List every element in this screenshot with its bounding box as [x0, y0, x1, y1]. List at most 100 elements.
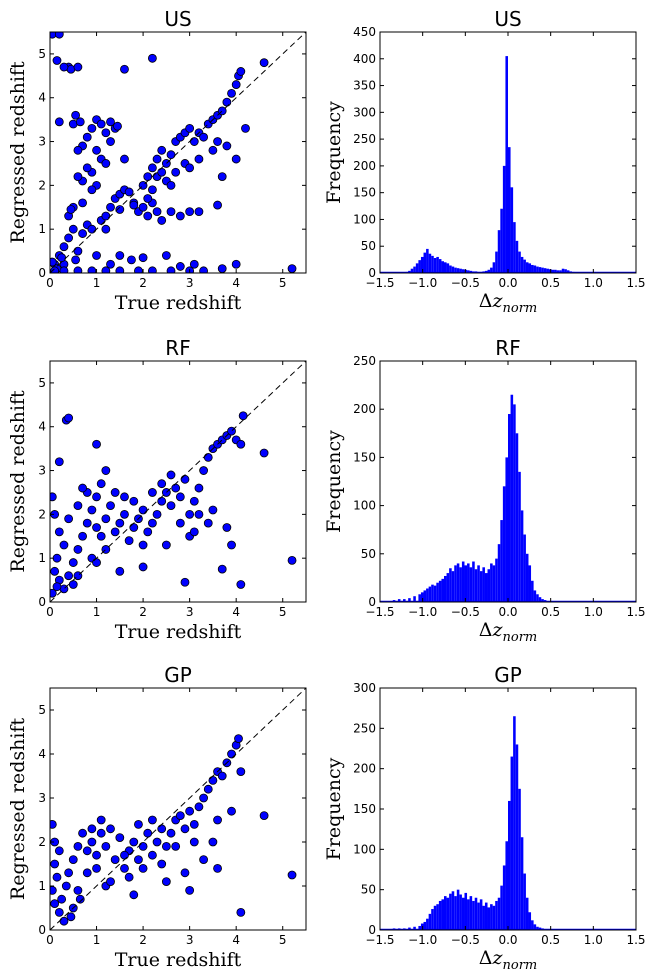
histogram-bar: [454, 565, 457, 602]
histogram-bar: [525, 897, 529, 930]
data-point: [52, 553, 62, 563]
y-tick-label: 0: [38, 923, 46, 937]
histogram-bar: [433, 905, 437, 930]
histogram-bar: [518, 788, 521, 930]
y-axis-label: Frequency: [323, 430, 345, 533]
data-point: [238, 411, 248, 421]
identity-line: [50, 32, 306, 273]
data-point: [78, 229, 87, 238]
x-tick-label: 1.0: [584, 933, 603, 947]
x-tick-label: −1.5: [365, 605, 394, 619]
histogram-bar: [487, 907, 491, 930]
data-point: [147, 53, 157, 63]
x-tick-label: 4: [232, 276, 240, 290]
data-point: [236, 67, 246, 76]
data-point: [157, 824, 167, 834]
histogram-bar: [505, 841, 508, 930]
histogram-bar: [510, 394, 514, 602]
y-tick-label: 250: [353, 132, 376, 146]
data-point: [194, 483, 204, 493]
histogram-bar: [438, 580, 442, 602]
data-point: [92, 145, 101, 155]
data-point: [129, 200, 139, 210]
data-point: [222, 97, 232, 107]
data-point: [227, 88, 236, 98]
data-point: [64, 514, 74, 524]
x-tick-label: 5: [279, 605, 287, 619]
histogram-bar: [423, 921, 427, 930]
data-point: [73, 886, 83, 895]
data-point: [120, 509, 129, 519]
y-tick-label: 5: [38, 47, 46, 61]
data-point: [199, 466, 209, 475]
data-point: [96, 531, 106, 541]
histogram-bar: [426, 588, 429, 602]
x-tick-label: 3: [186, 276, 194, 290]
histogram-bar: [415, 263, 419, 273]
histogram-bar: [423, 252, 427, 273]
y-tick-label: 4: [38, 91, 46, 105]
x-tick-label: 0: [46, 276, 54, 290]
plot-frame: [49, 687, 307, 931]
x-tick-label: 1.5: [626, 276, 645, 290]
x-axis-label: Δznorm: [479, 619, 538, 645]
data-point: [129, 890, 139, 900]
histogram-bar: [474, 897, 478, 930]
data-point: [157, 216, 167, 225]
histogram-bar: [464, 565, 468, 602]
data-point: [157, 479, 167, 489]
data-point: [129, 496, 139, 506]
data-point: [166, 470, 176, 480]
histogram-bar: [497, 897, 501, 930]
x-tick-label: −0.5: [451, 933, 480, 947]
y-tick-label: 150: [353, 802, 376, 816]
panel-title: US: [164, 7, 191, 31]
data-point: [189, 527, 199, 537]
x-tick-label: 0.0: [498, 276, 517, 290]
data-point: [50, 266, 60, 273]
data-point: [73, 145, 83, 155]
data-point: [115, 518, 125, 528]
data-point: [106, 137, 115, 146]
histogram-bar: [525, 553, 529, 602]
histogram-bar: [423, 590, 427, 602]
data-point: [82, 868, 92, 878]
histogram-bar: [533, 590, 537, 602]
histogram-bar: [528, 912, 532, 930]
histogram-bar: [495, 558, 498, 602]
histogram-bar: [426, 248, 429, 273]
y-tick-label: 2: [38, 835, 46, 849]
data-point: [59, 540, 69, 550]
data-point: [106, 259, 115, 269]
data-point: [64, 233, 74, 243]
data-point: [161, 877, 171, 886]
data-point: [54, 846, 64, 856]
data-point: [213, 137, 222, 146]
histogram-bar: [469, 896, 473, 930]
histogram-bar: [459, 268, 462, 273]
y-tick-label: 100: [353, 842, 376, 856]
data-point: [222, 523, 232, 532]
data-point: [185, 509, 195, 519]
data-point: [115, 251, 125, 260]
data-point: [127, 255, 136, 265]
histogram-bar: [482, 567, 485, 602]
data-point: [57, 894, 67, 904]
data-point: [166, 180, 176, 190]
histogram-bar: [505, 457, 508, 602]
data-point: [185, 806, 195, 816]
data-point: [82, 846, 92, 856]
data-point: [68, 558, 78, 567]
data-point: [227, 806, 236, 816]
histogram-bar: [556, 270, 560, 273]
data-point: [199, 793, 209, 803]
histogram-bar: [531, 580, 534, 602]
histogram-bar: [477, 565, 480, 602]
data-point: [208, 837, 218, 847]
histogram-bar: [561, 268, 565, 273]
x-tick-label: 1.0: [584, 276, 603, 290]
histogram-bar: [520, 837, 524, 930]
data-point: [101, 466, 111, 475]
histogram-bar: [533, 924, 537, 930]
data-point: [157, 145, 167, 155]
